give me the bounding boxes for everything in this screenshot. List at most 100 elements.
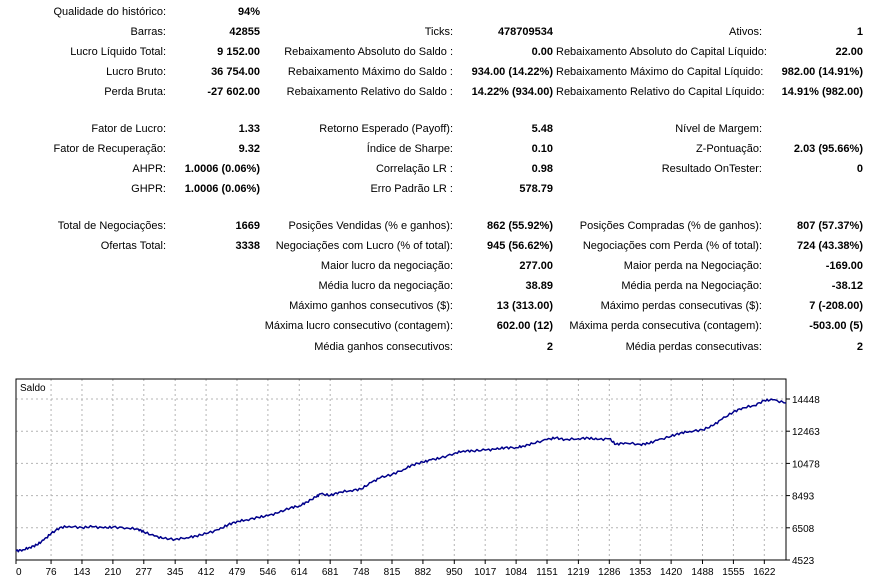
balance-dd-rel-value: 14.22% (934.00) [471,86,553,98]
short-positions-label: Posições Vendidas (% e ganhos): [288,220,454,232]
max-consecutive-losses-label: Máximo perdas consecutivas ($): [600,300,762,312]
y-tick-label: 8493 [792,492,815,503]
balance-dd-abs-value: 0.00 [531,46,553,58]
recovery-factor-value: 9.32 [238,143,260,155]
net-profit-value: 9 152.00 [217,46,260,58]
z-score-value: 2.03 (95.66%) [793,143,863,155]
balance-line [15,398,787,553]
chart-title: Saldo [20,383,46,394]
y-tick-label: 14448 [792,395,820,406]
gross-profit-label: Lucro Bruto: [106,66,166,78]
max-consecutive-wins-label: Máximo ganhos consecutivos ($): [289,300,453,312]
gross-profit-value: 36 754.00 [211,66,260,78]
total-deals-label: Ofertas Total: [100,240,166,252]
largest-profit-label: Maior lucro da negociação: [320,260,453,272]
ghpr-value: 1.0006 (0.06%) [184,183,260,195]
expected-payoff-value: 5.48 [531,123,553,135]
largest-profit-value: 277.00 [519,260,553,272]
loss-trades-label: Negociações com Perda (% of total): [582,240,762,252]
average-profit-label: Média lucro da negociação: [318,280,453,292]
lr-correlation-value: 0.98 [531,163,553,175]
average-consecutive-wins-value: 2 [546,341,553,353]
average-consecutive-losses-value: 2 [856,341,863,353]
lr-std-error-value: 578.79 [519,183,553,195]
x-tick-label: 1488 [691,567,714,578]
largest-loss-label: Maior perda na Negociação: [623,260,762,272]
ticks-label: Ticks: [424,26,453,38]
x-tick-label: 1353 [629,567,652,578]
equity-dd-abs-label: Rebaixamento Absoluto do Capital Líquido… [556,46,767,58]
x-tick-label: 345 [167,567,184,578]
history-quality-value: 94% [237,6,260,18]
margin-level-value [766,122,863,136]
equity-dd-max-value: 982.00 (14.91%) [781,66,863,78]
x-tick-label: 277 [135,567,152,578]
y-axis: 14448 12463 10478 8493 6508 4523 [786,395,820,567]
gross-loss-label: Perda Bruta: [104,86,166,98]
profit-trades-value: 945 (56.62%) [486,240,553,252]
symbols-label: Ativos: [728,26,762,38]
sharpe-ratio-label: Índice de Sharpe: [366,143,453,155]
lr-correlation-label: Correlação LR : [375,163,453,175]
x-tick-label: 815 [384,567,401,578]
balance-dd-max-value: 934.00 (14.22%) [471,66,553,78]
x-tick-label: 1622 [753,567,776,578]
x-tick-label: 882 [415,567,432,578]
ghpr-label: GHPR: [131,183,166,195]
ahpr-value: 1.0006 (0.06%) [184,163,260,175]
chart-frame [15,378,787,561]
net-profit-label: Lucro Líquido Total: [70,46,166,58]
x-tick-label: 1084 [505,567,528,578]
symbols-value: 1 [856,26,863,38]
ahpr-label: AHPR: [132,163,166,175]
margin-level-label: Nível de Margem: [675,123,762,135]
x-tick-label: 1017 [474,567,497,578]
x-tick-label: 1219 [567,567,590,578]
balance-dd-abs-label: Rebaixamento Absoluto do Saldo : [284,46,453,58]
max-consecutive-wins-value: 13 (313.00) [496,300,553,312]
x-tick-label: 0 [16,567,22,578]
y-tick-label: 6508 [792,524,815,535]
profit-factor-value: 1.33 [238,123,260,135]
x-tick-label: 950 [446,567,463,578]
average-profit-value: 38.89 [525,280,553,292]
x-tick-label: 143 [74,567,91,578]
y-tick-label: 10478 [792,459,820,470]
x-tick-label: 1555 [722,567,745,578]
x-tick-label: 1286 [598,567,621,578]
z-score-label: Z-Pontuação: [695,143,762,155]
average-consecutive-wins-label: Média ganhos consecutivos: [314,341,453,353]
ontester-result-value: 0 [856,163,863,175]
total-deals-value: 3338 [235,240,260,252]
history-quality-label: Qualidade do histórico: [53,6,166,18]
max-consecutive-profit-value: 602.00 (12) [496,320,553,332]
x-tick-label: 210 [105,567,122,578]
largest-loss-value: -169.00 [825,260,863,272]
total-trades-label: Total de Negociações: [57,220,166,232]
x-axis: 0 76 143 210 277 345 412 479 546 614 681 748 815 882 9… [15,560,776,578]
equity-dd-rel-value: 14.91% (982.00) [781,86,863,98]
short-positions-value: 862 (55.92%) [486,220,553,232]
average-loss-value: -38.12 [831,280,863,292]
profit-trades-label: Negociações com Lucro (% of total): [275,240,453,252]
equity-dd-abs-value: 22.00 [835,46,863,58]
balance-chart: Saldo 14448 12463 10478 8493 6508 4523 0 76 143… [15,378,820,578]
x-tick-label: 546 [260,567,277,578]
long-positions-value: 807 (57.37%) [796,220,863,232]
x-tick-label: 1420 [660,567,683,578]
x-tick-label: 479 [229,567,246,578]
bars-value: 42855 [229,26,260,38]
total-trades-value: 1669 [235,220,260,232]
balance-dd-rel-label: Rebaixamento Relativo do Saldo : [286,86,453,98]
average-consecutive-losses-label: Média perdas consecutivas: [625,341,762,353]
equity-dd-max-label: Rebaixamento Máximo do Capital Líquido: [556,66,764,78]
profit-factor-label: Fator de Lucro: [91,123,166,135]
lr-std-error-label: Erro Padrão LR : [370,183,453,195]
max-consecutive-loss-value: -503.00 (5) [809,320,863,332]
bars-label: Barras: [130,26,166,38]
gross-loss-value: -27 602.00 [207,86,260,98]
balance-dd-max-label: Rebaixamento Máximo do Saldo : [287,66,453,78]
x-tick-label: 76 [46,567,58,578]
max-consecutive-profit-label: Máxima lucro consecutivo (contagem): [264,320,453,332]
average-loss-label: Média perda na Negociação: [621,280,762,292]
